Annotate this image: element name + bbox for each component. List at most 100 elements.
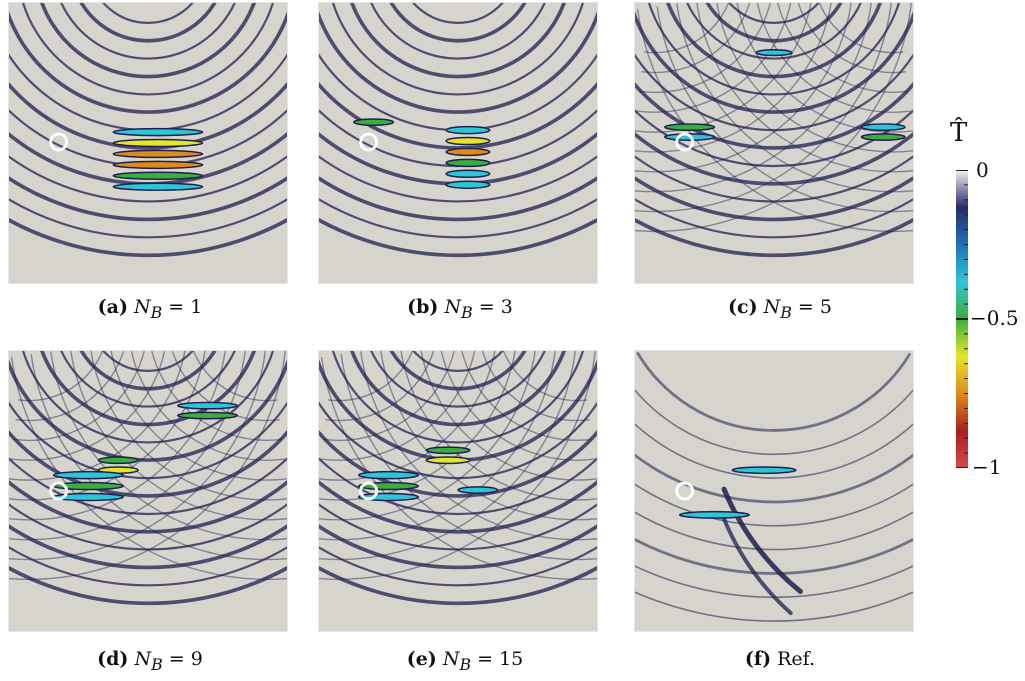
focus-band — [445, 169, 491, 179]
wavefront — [9, 351, 246, 541]
wavefront — [9, 155, 287, 203]
wavefront — [9, 351, 206, 501]
wavefront — [9, 176, 287, 222]
wavefront — [40, 351, 256, 427]
colorbar — [956, 170, 968, 468]
wavefront — [635, 3, 812, 133]
wavefront — [686, 3, 862, 60]
wavefront — [635, 131, 913, 186]
wavefront — [10, 356, 287, 581]
wavefront — [635, 198, 913, 239]
wavefront — [319, 351, 496, 481]
focus-band — [445, 125, 491, 135]
wavefront — [9, 457, 287, 516]
wavefront — [90, 351, 287, 501]
wavefront — [412, 351, 504, 372]
focus-band — [177, 411, 239, 420]
wavefront — [9, 546, 287, 587]
wavefront — [325, 351, 435, 422]
wavefront — [635, 483, 913, 527]
wavefront — [666, 3, 882, 79]
focus-band — [112, 171, 204, 181]
focus-band — [445, 136, 491, 146]
wavefront — [635, 109, 913, 168]
wavefront — [635, 3, 832, 153]
wavefront — [9, 503, 287, 551]
wavefront — [635, 388, 913, 456]
wavefront — [818, 3, 904, 54]
wavefront — [340, 354, 597, 561]
wavefront — [641, 3, 751, 74]
wavefront — [319, 503, 597, 551]
wavefront — [9, 351, 266, 561]
focus-band — [357, 470, 420, 480]
wavefront — [635, 3, 892, 213]
wavefront — [370, 3, 546, 60]
wavefront — [21, 351, 275, 444]
wavefront — [9, 565, 287, 606]
wavefront — [319, 565, 597, 606]
wavefront — [130, 351, 285, 461]
receiver-marker-circle — [359, 132, 379, 152]
wavefront — [440, 351, 595, 461]
wavefront — [380, 351, 597, 521]
wavefront — [319, 11, 597, 114]
wavefront — [110, 351, 287, 481]
wavefront — [635, 3, 872, 193]
wavefront — [643, 3, 730, 54]
wavefront — [638, 3, 771, 94]
panel-d-image — [8, 350, 288, 632]
wavefront — [635, 423, 913, 479]
wavefront — [319, 351, 596, 580]
wavefront — [635, 217, 913, 258]
wavefront — [79, 3, 217, 43]
colorbar-tick-mid: −0.5 — [970, 306, 1019, 330]
wavefront — [635, 176, 913, 222]
wavefront — [635, 453, 913, 504]
wavefront — [636, 352, 911, 432]
wavefront — [635, 591, 913, 622]
wavefront — [350, 351, 566, 427]
wavefront — [676, 3, 913, 193]
focus-band — [112, 160, 204, 170]
wavefront — [9, 401, 287, 480]
wavefront — [722, 517, 793, 616]
caption-f: (f) Ref. — [744, 648, 816, 670]
wavefront — [9, 198, 287, 239]
wavefront — [9, 359, 287, 462]
wavefront — [319, 155, 597, 203]
wavefront — [481, 351, 590, 422]
panel-a-image — [8, 2, 288, 284]
wavefront — [9, 351, 186, 481]
wavefront — [797, 3, 906, 74]
caption-e: (e) NB = 15 — [406, 648, 524, 674]
wavefront — [635, 537, 913, 575]
wavefront — [9, 351, 226, 521]
wavefront — [30, 354, 287, 561]
wavefront — [636, 8, 913, 233]
wavefront — [319, 479, 597, 534]
panel-f-image — [634, 350, 914, 632]
focus-band — [177, 401, 239, 410]
wavefront — [50, 351, 287, 541]
focus-band — [425, 446, 471, 455]
wavefront — [370, 351, 546, 408]
panel-c-image — [634, 2, 914, 284]
wavefront — [331, 351, 585, 444]
wavefront — [756, 3, 911, 113]
wavefront — [322, 351, 455, 442]
focus-band — [112, 138, 204, 148]
focus-band — [445, 158, 491, 168]
wavefront — [21, 3, 275, 96]
wavefront — [647, 3, 901, 96]
wavefront — [389, 351, 527, 391]
wavefront — [502, 351, 588, 402]
wavefront — [319, 457, 597, 516]
caption-c: (c) NB = 5 — [728, 296, 832, 322]
wavefront — [461, 351, 593, 441]
panel-e-image — [318, 350, 598, 632]
wavefront — [9, 81, 287, 150]
receiver-marker-circle — [675, 481, 695, 501]
wavefront — [171, 351, 280, 422]
focus-band — [112, 127, 204, 137]
